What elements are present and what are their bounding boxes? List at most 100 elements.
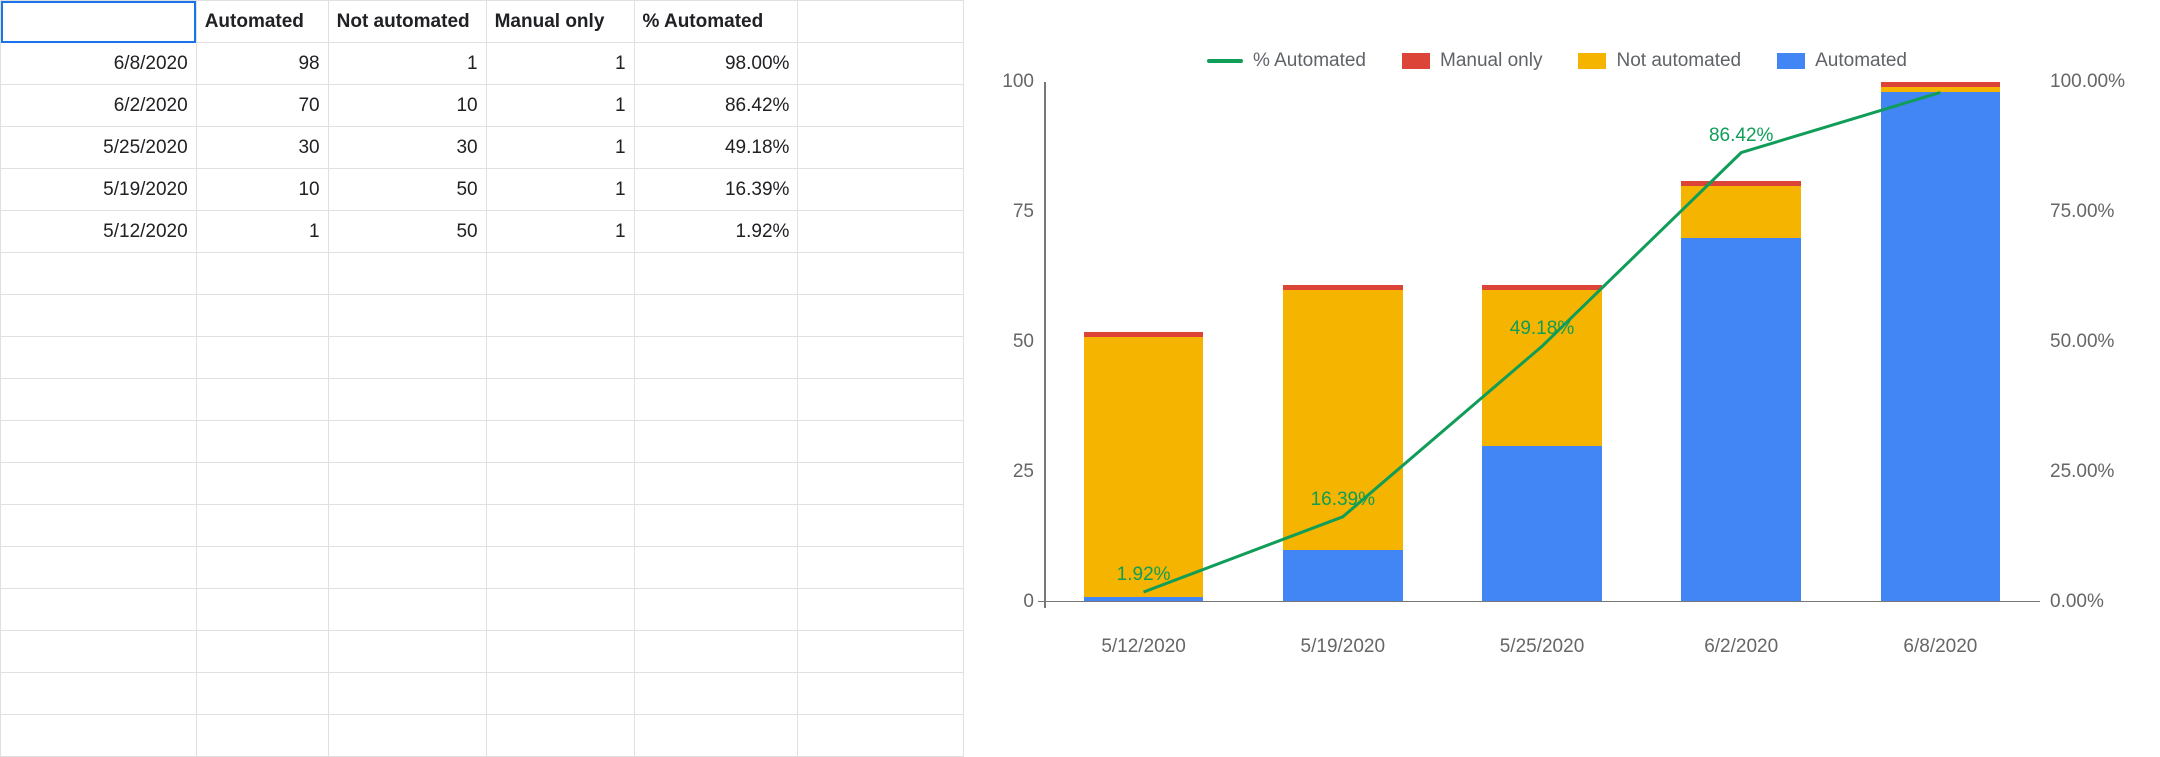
cell[interactable] <box>798 463 964 505</box>
cell[interactable]: 1 <box>486 85 634 127</box>
table-row[interactable] <box>1 379 964 421</box>
chart-area[interactable]: % AutomatedManual onlyNot automatedAutom… <box>964 0 2160 746</box>
cell[interactable] <box>196 631 328 673</box>
col-header[interactable]: Automated <box>196 1 328 43</box>
cell[interactable] <box>486 715 634 757</box>
cell[interactable] <box>1 421 197 463</box>
cell[interactable] <box>634 505 798 547</box>
cell[interactable]: 49.18% <box>634 127 798 169</box>
cell[interactable] <box>196 295 328 337</box>
cell[interactable] <box>798 589 964 631</box>
cell[interactable] <box>634 547 798 589</box>
cell[interactable] <box>196 379 328 421</box>
col-header[interactable]: Manual only <box>486 1 634 43</box>
col-header[interactable] <box>1 1 197 43</box>
table-row[interactable] <box>1 589 964 631</box>
cell[interactable]: 10 <box>328 85 486 127</box>
cell[interactable] <box>798 169 964 211</box>
table-row[interactable] <box>1 715 964 757</box>
cell[interactable] <box>798 505 964 547</box>
table-row[interactable]: 5/25/20203030149.18% <box>1 127 964 169</box>
table-row[interactable]: 5/12/202015011.92% <box>1 211 964 253</box>
cell[interactable] <box>1 631 197 673</box>
cell[interactable] <box>1 253 197 295</box>
cell[interactable]: 1 <box>486 211 634 253</box>
cell[interactable] <box>798 211 964 253</box>
cell[interactable] <box>798 547 964 589</box>
cell[interactable] <box>486 253 634 295</box>
cell[interactable] <box>798 127 964 169</box>
cell[interactable] <box>634 253 798 295</box>
cell[interactable]: 10 <box>196 169 328 211</box>
cell[interactable] <box>634 715 798 757</box>
cell[interactable] <box>196 463 328 505</box>
cell[interactable] <box>196 547 328 589</box>
cell[interactable] <box>196 505 328 547</box>
cell[interactable] <box>328 337 486 379</box>
cell[interactable] <box>486 295 634 337</box>
cell[interactable] <box>634 379 798 421</box>
cell[interactable] <box>798 631 964 673</box>
cell[interactable] <box>1 589 197 631</box>
cell[interactable]: 6/2/2020 <box>1 85 197 127</box>
cell[interactable] <box>486 547 634 589</box>
cell[interactable]: 30 <box>196 127 328 169</box>
cell[interactable]: 98 <box>196 43 328 85</box>
cell[interactable] <box>798 295 964 337</box>
cell[interactable] <box>798 379 964 421</box>
cell[interactable] <box>634 589 798 631</box>
cell[interactable]: 86.42% <box>634 85 798 127</box>
cell[interactable] <box>634 295 798 337</box>
col-header[interactable]: Not automated <box>328 1 486 43</box>
cell[interactable] <box>486 589 634 631</box>
cell[interactable]: 1 <box>486 43 634 85</box>
cell[interactable] <box>486 631 634 673</box>
cell[interactable]: 6/8/2020 <box>1 43 197 85</box>
cell[interactable] <box>328 673 486 715</box>
sheet-table[interactable]: AutomatedNot automatedManual only% Autom… <box>0 0 964 757</box>
cell[interactable] <box>798 673 964 715</box>
cell[interactable] <box>798 715 964 757</box>
cell[interactable] <box>196 253 328 295</box>
cell[interactable] <box>486 337 634 379</box>
cell[interactable]: 1 <box>486 169 634 211</box>
table-row[interactable] <box>1 337 964 379</box>
cell[interactable]: 5/19/2020 <box>1 169 197 211</box>
cell[interactable]: 1.92% <box>634 211 798 253</box>
cell[interactable] <box>1 337 197 379</box>
cell[interactable]: 1 <box>328 43 486 85</box>
cell[interactable] <box>1 715 197 757</box>
table-row[interactable] <box>1 631 964 673</box>
cell[interactable] <box>328 463 486 505</box>
cell[interactable]: 5/12/2020 <box>1 211 197 253</box>
cell[interactable] <box>1 547 197 589</box>
cell[interactable]: 16.39% <box>634 169 798 211</box>
cell[interactable] <box>1 505 197 547</box>
cell[interactable] <box>798 253 964 295</box>
cell[interactable]: 1 <box>486 127 634 169</box>
col-header[interactable]: % Automated <box>634 1 798 43</box>
cell[interactable] <box>798 85 964 127</box>
table-row[interactable] <box>1 505 964 547</box>
cell[interactable] <box>328 631 486 673</box>
cell[interactable] <box>634 463 798 505</box>
table-row[interactable]: 6/8/2020981198.00% <box>1 43 964 85</box>
cell[interactable] <box>328 295 486 337</box>
cell[interactable] <box>486 421 634 463</box>
cell[interactable] <box>486 463 634 505</box>
cell[interactable] <box>196 337 328 379</box>
cell[interactable] <box>196 673 328 715</box>
cell[interactable] <box>486 379 634 421</box>
table-row[interactable]: 6/2/20207010186.42% <box>1 85 964 127</box>
col-header[interactable] <box>798 1 964 43</box>
table-row[interactable] <box>1 463 964 505</box>
table-row[interactable]: 5/19/20201050116.39% <box>1 169 964 211</box>
cell[interactable]: 30 <box>328 127 486 169</box>
table-row[interactable] <box>1 295 964 337</box>
cell[interactable]: 5/25/2020 <box>1 127 197 169</box>
cell[interactable] <box>486 505 634 547</box>
cell[interactable] <box>798 43 964 85</box>
cell[interactable] <box>196 421 328 463</box>
cell[interactable] <box>328 421 486 463</box>
cell[interactable]: 98.00% <box>634 43 798 85</box>
